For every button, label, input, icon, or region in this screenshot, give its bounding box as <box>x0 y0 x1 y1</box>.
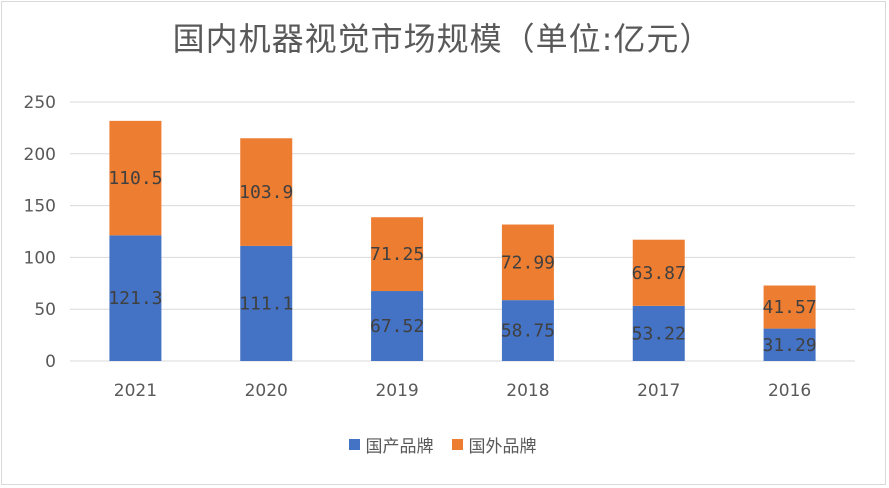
bar-segment-foreign <box>371 217 424 292</box>
data-label: 121.3 <box>108 288 162 309</box>
bar-segment-domestic <box>763 328 816 361</box>
data-label: 31.29 <box>762 335 816 356</box>
data-label: 63.87 <box>632 263 686 284</box>
chart-title: 国内机器视觉市场规模（单位:亿元） <box>172 20 713 58</box>
data-label: 110.5 <box>108 168 162 189</box>
x-tick-label: 2020 <box>245 381 288 401</box>
legend-swatch-foreign <box>451 439 463 450</box>
y-tick-label: 50 <box>34 300 56 320</box>
data-label: 67.52 <box>370 316 424 337</box>
data-label: 103.9 <box>239 182 293 203</box>
legend-item-domestic: 国产品牌 <box>348 432 434 457</box>
bar-segment-domestic <box>501 300 554 361</box>
data-label: 71.25 <box>370 244 424 265</box>
bar-segment-domestic <box>240 245 293 361</box>
x-tick-label: 2021 <box>114 381 157 401</box>
bar-segment-foreign <box>763 285 816 329</box>
y-tick-label: 100 <box>24 248 56 268</box>
bar-segment-domestic <box>632 305 685 361</box>
data-label: 72.99 <box>501 252 555 273</box>
bar-segment-domestic <box>371 291 424 361</box>
bar-segment-foreign <box>501 224 554 301</box>
y-tick-label: 250 <box>24 93 56 113</box>
data-label: 41.57 <box>762 297 816 318</box>
data-label: 111.1 <box>239 293 293 314</box>
bar-segment-domestic <box>109 235 162 361</box>
x-tick-label: 2017 <box>637 381 680 401</box>
legend-label-foreign: 国外品牌 <box>468 437 537 457</box>
legend: 国产品牌 国外品牌 <box>0 432 885 457</box>
data-label: 53.22 <box>632 323 686 344</box>
y-tick-label: 150 <box>24 197 56 217</box>
x-tick-label: 2018 <box>506 381 549 401</box>
data-label: 58.75 <box>501 321 555 342</box>
legend-swatch-domestic <box>348 439 360 450</box>
y-tick-label: 200 <box>24 145 56 165</box>
x-tick-label: 2016 <box>768 381 811 401</box>
y-tick-label: 0 <box>45 352 56 372</box>
bar-segment-foreign <box>240 138 293 246</box>
bar-segment-foreign <box>632 239 685 306</box>
x-tick-label: 2019 <box>375 381 418 401</box>
bar-segment-foreign <box>109 120 162 236</box>
legend-label-domestic: 国产品牌 <box>365 437 434 457</box>
legend-item-foreign: 国外品牌 <box>451 432 537 457</box>
